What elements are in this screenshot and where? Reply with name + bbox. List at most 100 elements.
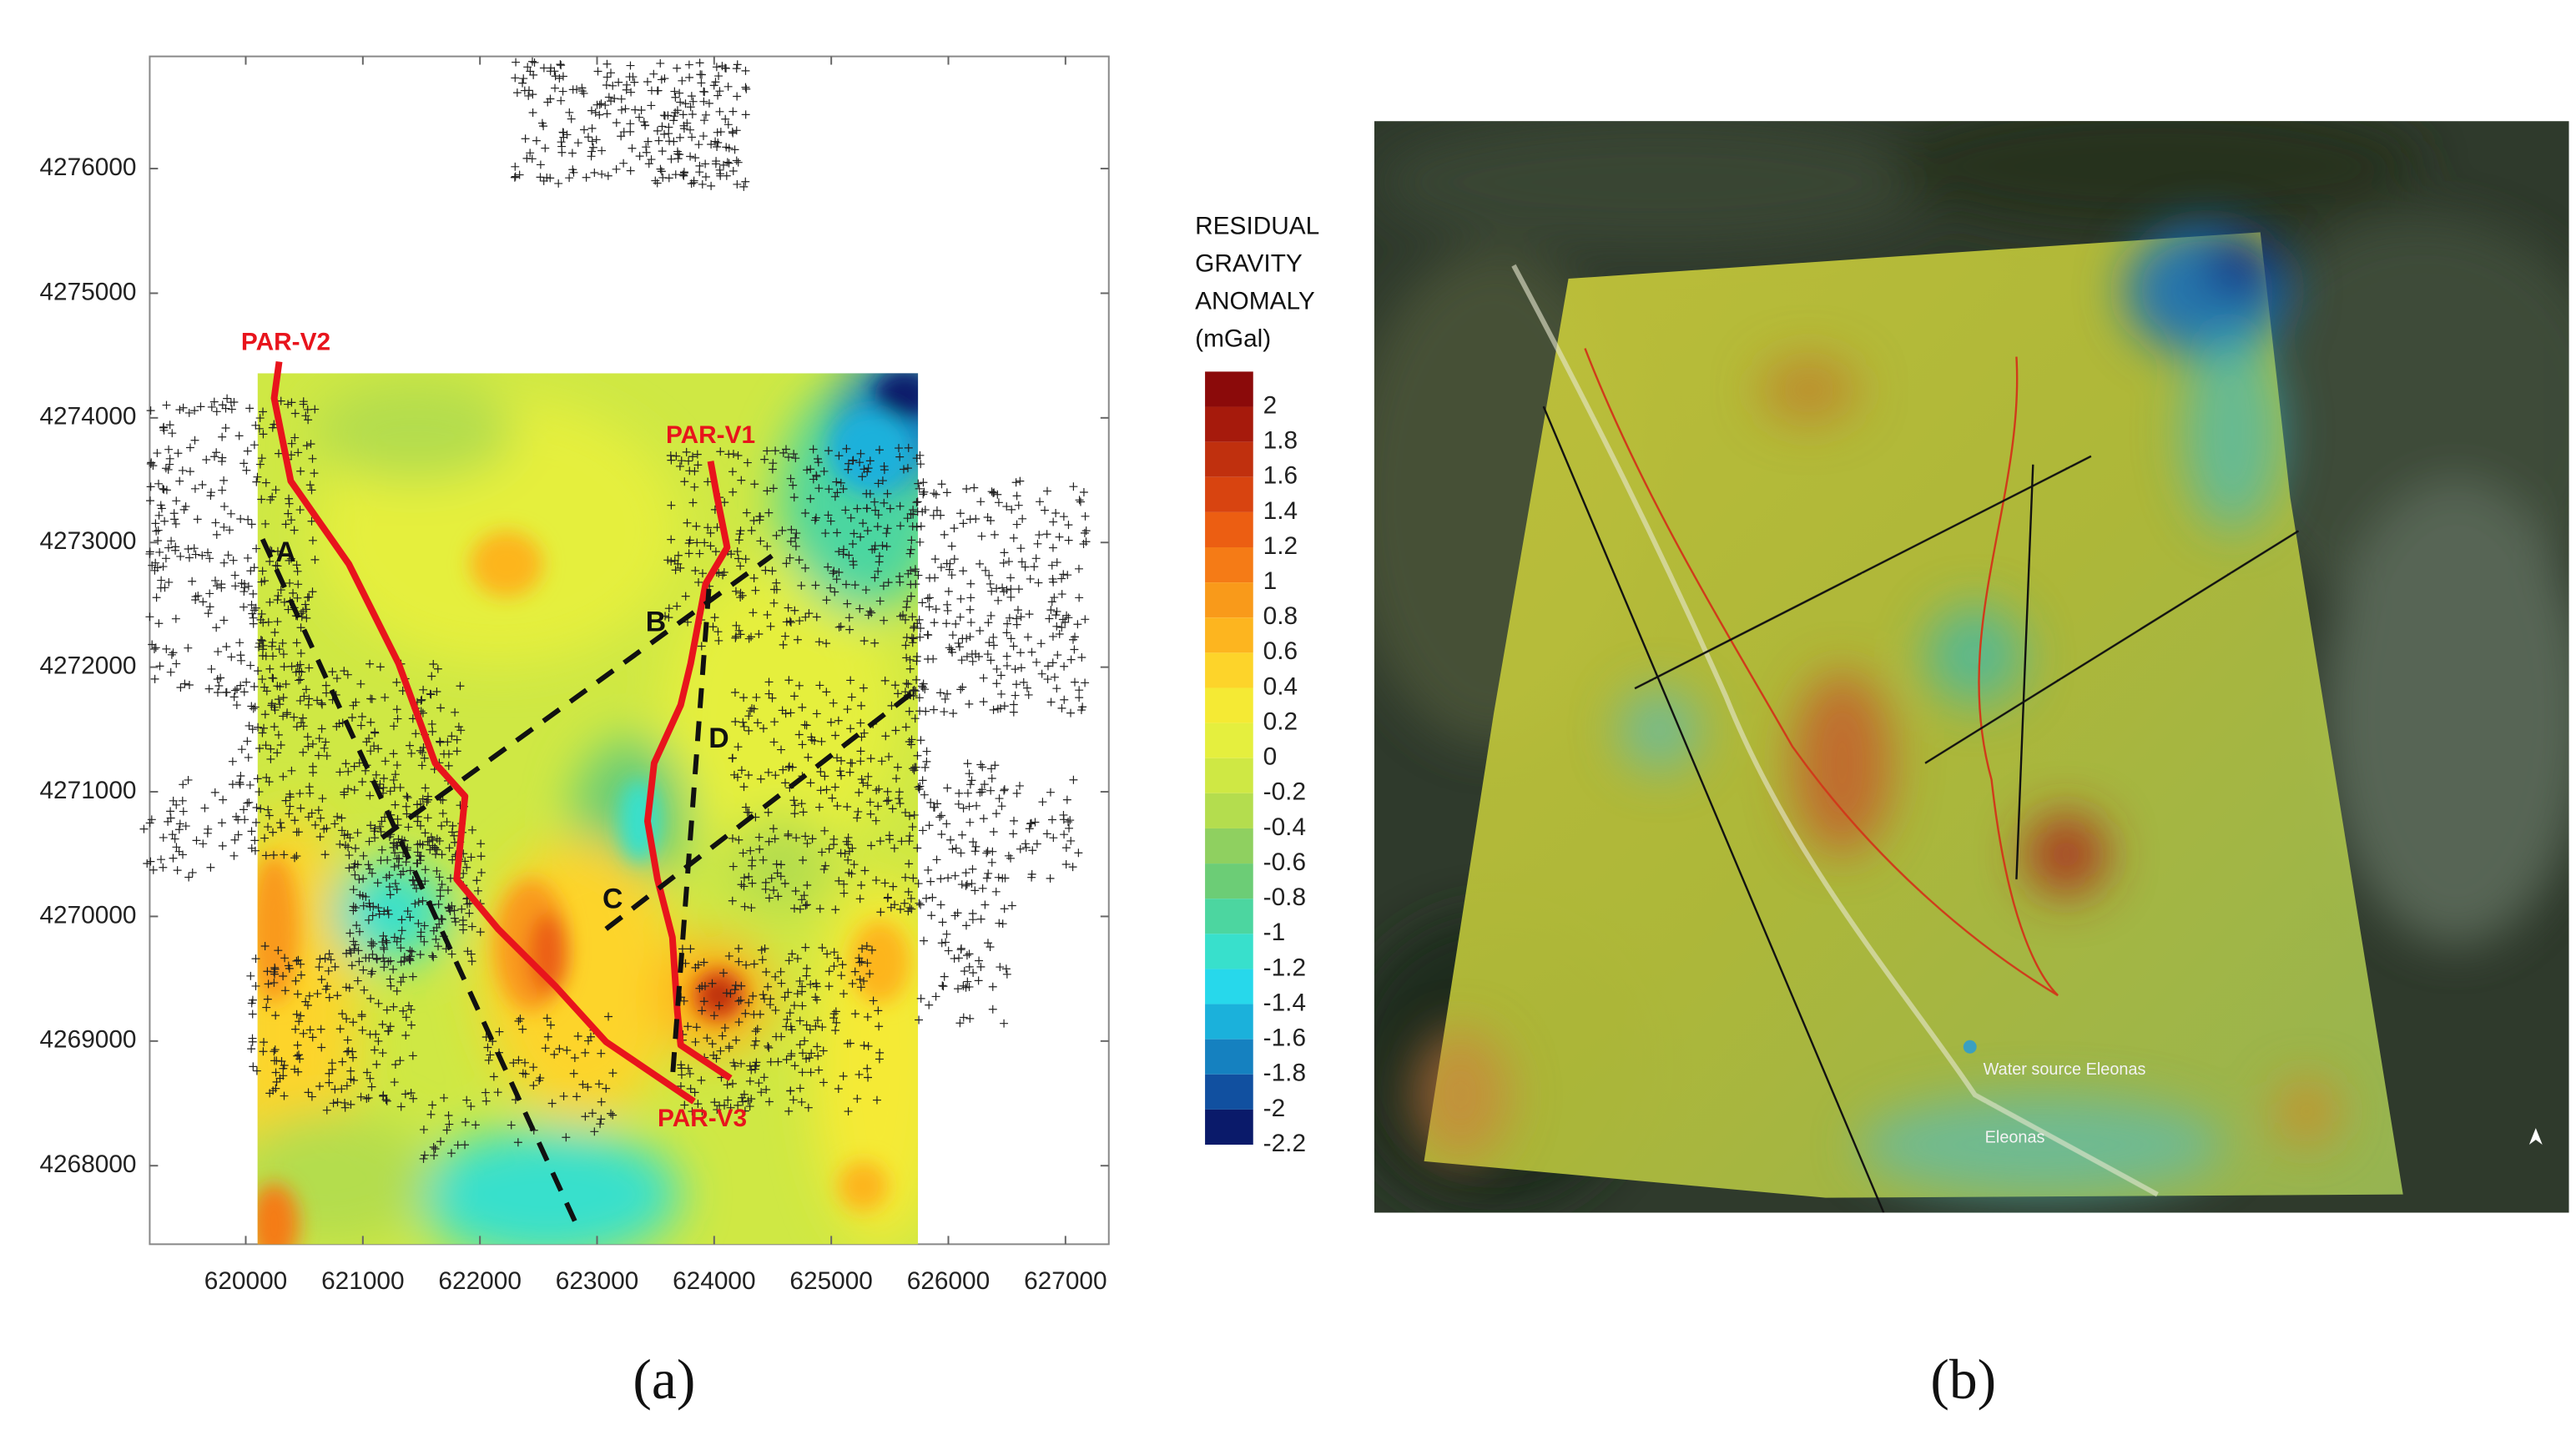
y-tick-label: 4276000 <box>39 154 136 181</box>
colorbar-swatch <box>1205 1109 1253 1145</box>
colorbar-tick-label: 1 <box>1263 567 1278 595</box>
colorbar-swatch <box>1205 1039 1253 1075</box>
profile-line <box>643 461 733 1081</box>
zone <box>257 1182 300 1245</box>
colorbar-title: GRAVITY <box>1195 249 1303 277</box>
colorbar-swatch <box>1205 723 1253 758</box>
y-tick-label: 4268000 <box>39 1151 136 1178</box>
zone <box>730 813 830 913</box>
profile-label: PAR-V2 <box>241 328 330 355</box>
contour-map <box>257 373 919 1245</box>
colorbar-tick-label: -2.2 <box>1263 1130 1306 1157</box>
section-label: D <box>708 723 728 754</box>
zone <box>257 1111 432 1245</box>
colorbar-tick-label: 1.8 <box>1263 427 1298 455</box>
colorbar-tick-label: 1.4 <box>1263 497 1298 525</box>
y-tick-label: 4271000 <box>39 777 136 804</box>
colorbar-tick-label: 1.6 <box>1263 462 1298 490</box>
panel-caption: (b) <box>1930 1348 1996 1411</box>
x-tick-label: 626000 <box>907 1267 990 1295</box>
zone <box>838 1161 889 1211</box>
colorbar-swatch <box>1205 1074 1253 1110</box>
colorbar-tick-label: 0.6 <box>1263 637 1298 665</box>
colorbar-tick-label: 0 <box>1263 743 1278 771</box>
colorbar-swatch <box>1205 476 1253 512</box>
colorbar-swatch <box>1205 406 1253 442</box>
sections <box>260 538 920 1229</box>
section-label: A <box>275 536 295 568</box>
colorbar-title: (mGal) <box>1195 325 1271 353</box>
y-tick-label: 4269000 <box>39 1026 136 1054</box>
colorbar-tick-label: 1.2 <box>1263 532 1298 560</box>
colorbar-swatch <box>1205 1004 1253 1040</box>
colorbar-swatch <box>1205 793 1253 828</box>
colorbar-tick-label: -2 <box>1263 1095 1286 1122</box>
colorbar-swatch <box>1205 511 1253 548</box>
colorbar-swatch <box>1205 758 1253 793</box>
colorbar-swatch <box>1205 828 1253 864</box>
x-tick-label: 621000 <box>321 1267 404 1295</box>
zone <box>707 984 731 1007</box>
section-line <box>260 538 581 1229</box>
colorbar-tick-label: -0.2 <box>1263 778 1306 806</box>
colorbar-tick-label: -0.4 <box>1263 813 1306 841</box>
zone <box>849 920 910 1004</box>
profile-label: PAR-V3 <box>658 1105 747 1132</box>
colorbar-tick-label: -1 <box>1263 919 1286 946</box>
x-tick-label: 627000 <box>1024 1267 1107 1295</box>
zone <box>875 373 919 420</box>
x-tick-label: 623000 <box>556 1267 638 1295</box>
colorbar-tick-label: 0.8 <box>1263 602 1298 630</box>
colorbar-swatch <box>1205 934 1253 969</box>
colorbar-tick-label: -1.6 <box>1263 1025 1306 1052</box>
colorbar-tick-label: -0.6 <box>1263 848 1306 876</box>
colorbar-tick-label: -1.8 <box>1263 1060 1306 1087</box>
colorbar-swatch <box>1205 547 1253 583</box>
y-tick-label: 4275000 <box>39 278 136 305</box>
section-label: C <box>602 884 623 915</box>
profile-label: PAR-V1 <box>666 421 755 449</box>
colorbar: RESIDUAL GRAVITY ANOMALY (mGal) 2 1.8 1.6 1.4 1.… <box>1195 212 1319 1157</box>
section-label: B <box>646 607 666 638</box>
colorbar-tick-label: 0.2 <box>1263 707 1298 735</box>
colorbar-tick-label: -0.8 <box>1263 884 1306 911</box>
x-tick-label: 625000 <box>789 1267 872 1295</box>
zone <box>527 912 568 996</box>
colorbar-swatch <box>1205 687 1253 723</box>
colorbar-tick-label: 0.4 <box>1263 672 1298 700</box>
zone <box>470 531 543 597</box>
place-label: Eleonas <box>1985 1128 2045 1146</box>
gravity-overlay <box>1424 232 2403 1198</box>
satellite-image <box>1374 121 2569 1213</box>
colorbar-title: ANOMALY <box>1195 288 1315 315</box>
colorbar-swatch <box>1205 441 1253 477</box>
profiles <box>270 360 733 1105</box>
x-tick-label: 624000 <box>673 1267 755 1295</box>
section-line <box>669 588 712 1079</box>
colorbar-swatch <box>1205 899 1253 934</box>
colorbar-swatch <box>1205 617 1253 653</box>
y-tick-label: 4272000 <box>39 652 136 680</box>
zone <box>663 564 897 863</box>
colorbar-swatch <box>1205 969 1253 1004</box>
zone <box>829 410 914 493</box>
x-tick-label: 620000 <box>204 1267 287 1295</box>
y-tick-label: 4274000 <box>39 403 136 430</box>
zone <box>415 1128 681 1245</box>
panel-caption: (a) <box>633 1348 695 1411</box>
colorbar-swatch <box>1205 371 1253 407</box>
colorbar-swatch <box>1205 864 1253 899</box>
colorbar-tick-label: -1.2 <box>1263 954 1306 981</box>
colorbar-tick-label: -1.4 <box>1263 989 1306 1016</box>
x-tick-label: 622000 <box>438 1267 521 1295</box>
y-tick-label: 4270000 <box>39 901 136 929</box>
profile-line <box>270 360 696 1105</box>
zone <box>315 381 515 481</box>
colorbar-swatch <box>1205 582 1253 618</box>
axes: 620000 621000 622000 623000 624000 625000 6260… <box>39 56 1109 1295</box>
y-tick-label: 4273000 <box>39 527 136 555</box>
colorbar-swatch <box>1205 652 1253 688</box>
colorbar-tick-label: 2 <box>1263 391 1278 419</box>
